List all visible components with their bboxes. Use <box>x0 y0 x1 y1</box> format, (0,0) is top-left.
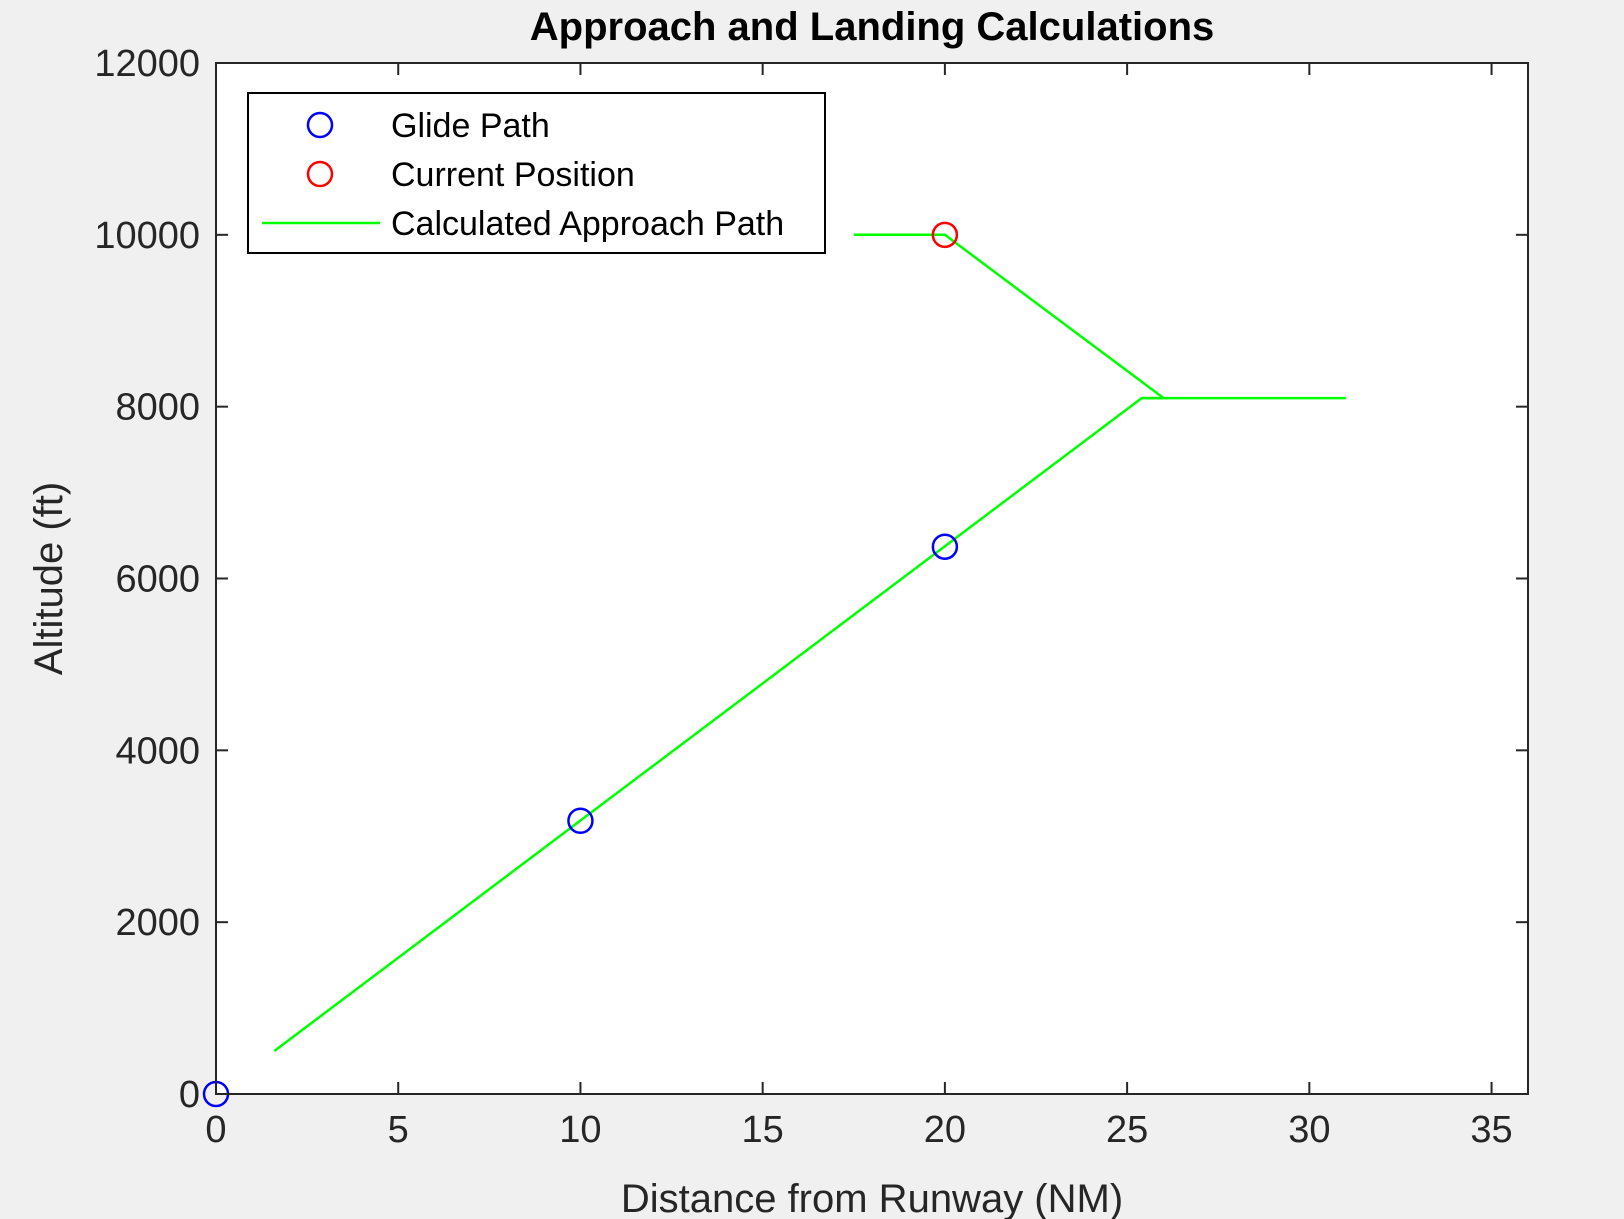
x-tick-label: 20 <box>924 1109 966 1151</box>
series-layer <box>202 221 1346 1108</box>
y-tick-label: 8000 <box>115 387 200 429</box>
ticks-layer: 0 5 10 15 20 25 30 35 0 2000 4000 6000 8000 10000 1200… <box>94 43 1528 1151</box>
glide-path-point <box>931 533 959 560</box>
x-tick-label: 35 <box>1470 1109 1512 1151</box>
current-position-point <box>931 221 959 249</box>
x-axis-label: Distance from Runway (NM) <box>621 1177 1123 1219</box>
series-line-approach-path <box>853 233 1168 400</box>
y-tick-label: 2000 <box>115 902 200 944</box>
y-tick-label: 6000 <box>115 559 200 601</box>
y-tick-label: 12000 <box>94 43 200 85</box>
legend-marker <box>306 111 334 139</box>
legend-label: Current Position <box>391 156 635 194</box>
legend-label: Glide Path <box>391 107 550 145</box>
y-tick-label: 0 <box>179 1074 200 1116</box>
x-tick-label: 15 <box>742 1109 784 1151</box>
legend-items: Glide Path Current Position Calculated App… <box>262 107 784 243</box>
x-tick-label: 30 <box>1288 1109 1330 1151</box>
y-tick-label: 4000 <box>115 730 200 772</box>
legend-box <box>247 92 826 254</box>
legend: Glide Path Current Position Calculated App… <box>247 92 826 254</box>
chart-title: Approach and Landing Calculations <box>530 5 1215 49</box>
x-tick-label: 25 <box>1106 1109 1148 1151</box>
glide-path-point <box>567 807 594 835</box>
legend-marker <box>306 160 334 188</box>
y-tick-label: 10000 <box>94 215 200 257</box>
y-axis-label: Altitude (ft) <box>27 482 71 675</box>
legend-label: Calculated Approach Path <box>391 205 784 243</box>
x-tick-label: 0 <box>205 1109 226 1151</box>
x-tick-label: 10 <box>559 1109 601 1151</box>
x-tick-label: 5 <box>388 1109 409 1151</box>
